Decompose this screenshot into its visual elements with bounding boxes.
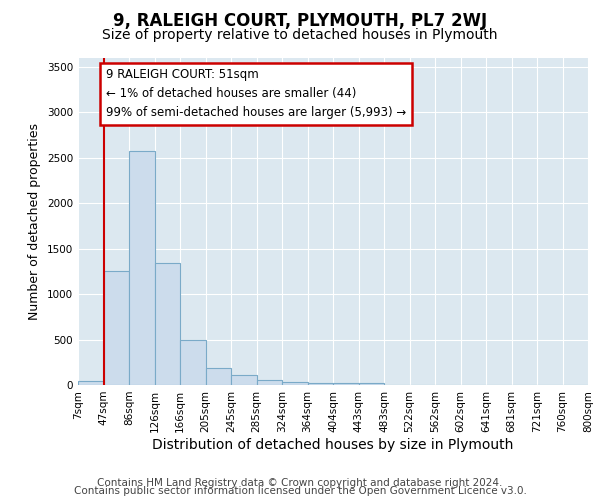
Bar [205,368,231,385]
Bar [104,272,129,385]
Bar [180,340,205,385]
Bar [333,382,359,385]
Text: 9, RALEIGH COURT, PLYMOUTH, PL7 2WJ: 9, RALEIGH COURT, PLYMOUTH, PL7 2WJ [113,12,487,30]
Bar [78,381,104,385]
Bar [129,151,155,385]
Y-axis label: Number of detached properties: Number of detached properties [28,122,41,320]
Bar [359,382,384,385]
Bar [155,263,180,385]
Text: Contains HM Land Registry data © Crown copyright and database right 2024.: Contains HM Land Registry data © Crown c… [97,478,503,488]
Text: Contains public sector information licensed under the Open Government Licence v3: Contains public sector information licen… [74,486,526,496]
Text: 9 RALEIGH COURT: 51sqm
← 1% of detached houses are smaller (44)
99% of semi-deta: 9 RALEIGH COURT: 51sqm ← 1% of detached … [106,68,406,120]
Bar [231,374,257,385]
X-axis label: Distribution of detached houses by size in Plymouth: Distribution of detached houses by size … [152,438,514,452]
Bar [282,382,308,385]
Bar [257,380,282,385]
Text: Size of property relative to detached houses in Plymouth: Size of property relative to detached ho… [102,28,498,42]
Bar [308,382,333,385]
